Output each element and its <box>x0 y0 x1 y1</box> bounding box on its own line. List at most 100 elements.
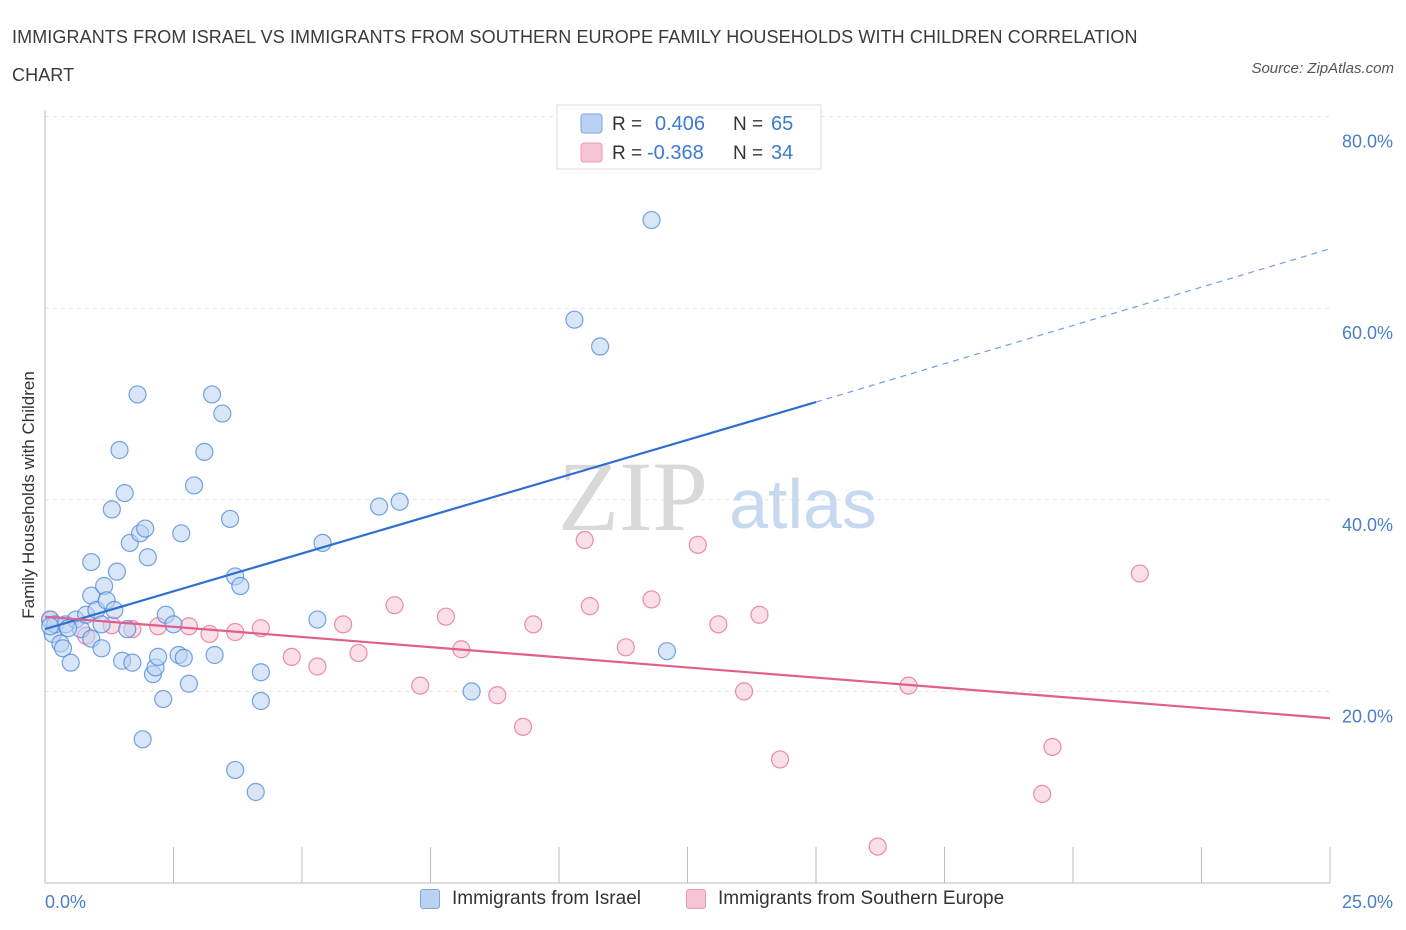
israel-point <box>148 647 168 667</box>
x-tick-label-max: 25.0% <box>1342 892 1393 912</box>
southern-europe-point <box>334 615 353 634</box>
southern-europe-point <box>580 597 599 616</box>
chart-title: IMMIGRANTS FROM ISRAEL VS IMMIGRANTS FRO… <box>12 27 1138 85</box>
israel-point <box>213 404 232 423</box>
legend-label-israel: Immigrants from Israel <box>452 888 641 909</box>
israel-point <box>172 524 191 543</box>
southern-europe-point <box>868 837 887 856</box>
southern-europe-point <box>616 638 635 657</box>
israel-point <box>565 310 584 329</box>
israel-point <box>174 648 193 667</box>
israel-point <box>123 653 142 672</box>
series-israel-points <box>41 210 677 802</box>
israel-point <box>462 682 481 701</box>
israel-point <box>231 576 250 596</box>
israel-trend-line <box>44 401 817 631</box>
southern-europe-point <box>436 607 456 626</box>
trend-lines <box>44 248 1331 720</box>
watermark: ZIP atlas <box>558 441 877 552</box>
y-tick-label: 20.0% <box>1342 706 1393 726</box>
israel-point <box>226 760 245 780</box>
israel-point <box>53 639 73 658</box>
stats-n-value-israel: 65 <box>771 113 793 135</box>
x-tick-label-min: 0.0% <box>45 892 86 912</box>
southern-europe-point <box>385 596 404 615</box>
series-legend: Immigrants from Israel Immigrants from S… <box>0 888 1406 916</box>
southern-europe-point <box>488 686 507 705</box>
israel-point <box>205 645 224 665</box>
legend-swatch-israel <box>420 889 440 909</box>
israel-point <box>105 600 124 620</box>
israel-point <box>195 442 214 461</box>
israel-point <box>246 782 265 802</box>
southern-europe-point <box>575 530 594 550</box>
stats-n-label-israel: N = <box>733 114 763 135</box>
stats-legend-israel-swatch <box>580 113 603 134</box>
stats-legend-southern-europe-swatch <box>580 142 603 163</box>
israel-point <box>179 674 199 693</box>
y-tick-label: 80.0% <box>1342 132 1393 152</box>
southern-europe-point <box>709 615 728 634</box>
southern-europe-point <box>179 617 199 636</box>
y-tick-label: 40.0% <box>1342 515 1393 535</box>
southern-europe-point <box>308 657 327 676</box>
southern-europe-point <box>642 590 661 609</box>
southern-europe-point <box>688 535 707 554</box>
israel-point <box>164 615 183 634</box>
source-label: Source: ZipAtlas.com <box>1251 60 1394 77</box>
y-tick-labels: 20.0% 40.0% 60.0% 80.0% <box>1342 132 1393 727</box>
southern-europe-point <box>200 624 219 644</box>
stats-n-label-southern-europe: N = <box>733 143 763 164</box>
israel-point <box>390 492 409 511</box>
southern-europe-point <box>1130 564 1149 583</box>
israel-point <box>220 509 240 529</box>
israel-point <box>92 615 111 634</box>
israel-point <box>184 476 204 495</box>
legend-item-israel[interactable]: Immigrants from Israel <box>420 888 641 910</box>
legend-label-southern-europe: Immigrants from Southern Europe <box>718 888 1005 909</box>
gridlines <box>45 116 1330 692</box>
israel-point <box>128 385 147 404</box>
israel-point <box>591 337 610 356</box>
stats-r-label-southern-europe: R = <box>612 143 642 164</box>
southern-europe-point <box>1033 784 1052 804</box>
legend-item-southern-europe[interactable]: Immigrants from Southern Europe <box>686 888 1004 910</box>
israel-point <box>110 440 129 460</box>
southern-europe-point <box>411 676 430 695</box>
stats-r-value-israel: 0.406 <box>655 113 705 135</box>
israel-point <box>642 210 661 230</box>
israel-point <box>107 562 127 581</box>
series-southern-europe-points <box>41 530 1149 856</box>
israel-point <box>82 552 101 572</box>
y-tick-label: 60.0% <box>1342 323 1393 343</box>
israel-point <box>202 385 222 404</box>
israel-point <box>61 653 80 672</box>
legend-swatch-southern-europe <box>686 889 706 909</box>
southern-europe-point <box>1043 737 1062 757</box>
israel-point <box>657 642 677 661</box>
watermark-atlas: atlas <box>729 465 877 543</box>
southern-europe-point <box>282 647 301 667</box>
israel-point <box>118 620 137 639</box>
southern-europe-point <box>524 615 543 634</box>
israel-point <box>136 519 155 538</box>
israel-point <box>370 497 389 516</box>
israel-point <box>251 663 270 682</box>
southern-europe-point <box>349 643 368 663</box>
israel-point <box>102 500 121 519</box>
southern-europe-point <box>770 750 790 769</box>
israel-point <box>251 691 270 711</box>
southern-europe-point <box>734 682 754 701</box>
stats-legend: R = 0.406 N = 65 R = -0.368 N = 34 <box>556 104 822 170</box>
stats-r-value-southern-europe: -0.368 <box>647 142 704 164</box>
southern-europe-trend-line <box>44 615 1331 720</box>
israel-trend-extension <box>815 248 1331 403</box>
israel-point <box>308 610 327 629</box>
israel-point <box>133 730 152 749</box>
axes <box>44 110 1331 884</box>
israel-point <box>115 483 134 503</box>
y-axis-label: Family Households with Children <box>19 371 38 619</box>
southern-europe-point <box>750 605 769 624</box>
israel-point <box>154 689 173 709</box>
